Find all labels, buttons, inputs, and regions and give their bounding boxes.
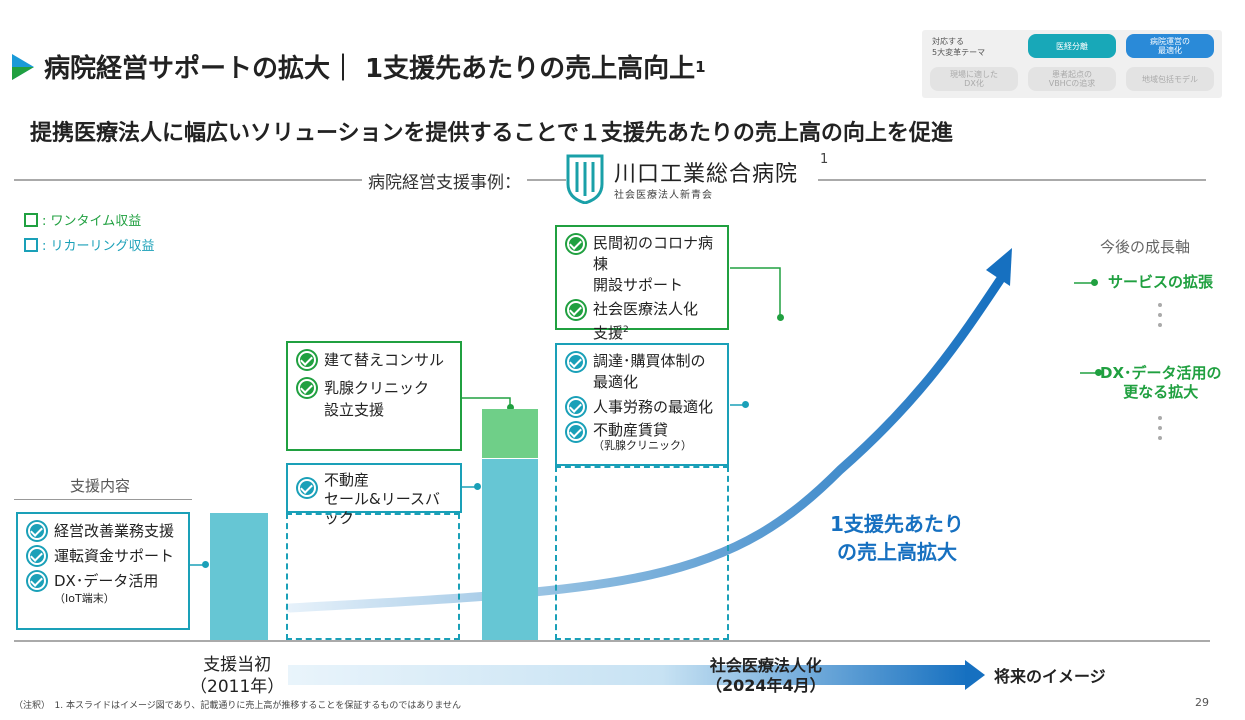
timeline-future: 将来のイメージ bbox=[994, 667, 1106, 686]
theme-pill-community: 地域包括モデル bbox=[1126, 67, 1214, 91]
check-icon bbox=[565, 421, 587, 443]
support-content-label: 支援内容 bbox=[70, 477, 131, 495]
play-triangle-icon bbox=[12, 53, 34, 80]
clinic-note: （乳腺クリニック） bbox=[593, 439, 692, 452]
recurring-dashed-box-mid bbox=[286, 513, 460, 640]
list-item: 不動産 セール&リースバック bbox=[296, 471, 452, 528]
list-item: 経営改善業務支援 bbox=[26, 520, 180, 542]
list-item: 運転資金サポート bbox=[26, 545, 180, 567]
support-divider bbox=[14, 499, 192, 500]
theme-pill-hospital-opt: 病院運営の 最適化 bbox=[1126, 34, 1214, 58]
list-item: DX･データ活用 （IoT端末） bbox=[26, 570, 180, 605]
growth-dx-expansion: DX･データ活用の 更なる拡大 bbox=[1100, 364, 1222, 401]
hospital-shield-icon bbox=[566, 154, 604, 204]
check-icon bbox=[296, 349, 318, 371]
list-item: 人事労務の最適化 bbox=[565, 396, 719, 418]
legend-recurring: : リカーリング収益 bbox=[24, 235, 155, 254]
list-item: 民間初のコロナ病棟 開設サポート bbox=[565, 233, 719, 296]
revenue-bar-2024-onetime bbox=[482, 409, 538, 458]
check-icon bbox=[565, 396, 587, 418]
list-item: 乳腺クリニック 設立支援 bbox=[296, 377, 452, 421]
hospital-logo-block: 川口工業総合病院 社会医療法人新青会 1 bbox=[566, 152, 828, 206]
connector-dot bbox=[202, 561, 209, 568]
theme-pill-vbhc: 患者起点の VBHCの追求 bbox=[1028, 67, 1116, 91]
check-icon bbox=[26, 520, 48, 542]
recurring-dashed-box-right bbox=[555, 466, 729, 640]
check-icon bbox=[565, 299, 587, 321]
list-item: 調達･購買体制の 最適化 bbox=[565, 351, 719, 393]
title-text: 病院経営サポートの拡大｜ 1支援先あたりの売上高向上 bbox=[44, 54, 696, 84]
connector-dot bbox=[777, 314, 784, 321]
timeline-2024: 社会医療法人化 （2024年4月） bbox=[706, 656, 826, 695]
initial-support-box: 経営改善業務支援 運転資金サポート DX･データ活用 （IoT端末） bbox=[16, 512, 190, 630]
hospital-sup: 1 bbox=[820, 152, 829, 167]
growth-service-expansion: サービスの拡張 bbox=[1108, 273, 1214, 291]
theme-pill-ikei-bunri: 医経分離 bbox=[1028, 34, 1116, 58]
timeline-baseline bbox=[14, 640, 1210, 642]
page-title: 病院経営サポートの拡大｜ 1支援先あたりの売上高向上 1 bbox=[12, 48, 706, 85]
hospital-subname: 社会医療法人新青会 bbox=[614, 190, 713, 201]
legend-blue-square-icon bbox=[24, 237, 38, 252]
legend-one-time: : ワンタイム収益 bbox=[24, 210, 141, 229]
iot-note: （IoT端末） bbox=[54, 592, 115, 605]
check-icon bbox=[565, 233, 587, 255]
2024-recurring-box: 調達･購買体制の 最適化 人事労務の最適化 不動産賃貸 （乳腺クリニック） bbox=[555, 343, 729, 466]
check-icon bbox=[296, 477, 318, 499]
theme-pill-dx: 現場に適した DX化 bbox=[930, 67, 1018, 91]
check-icon bbox=[565, 351, 587, 373]
mid-onetime-box: 建て替えコンサル 乳腺クリニック 設立支援 bbox=[286, 341, 462, 451]
revenue-bar-2024-recurring bbox=[482, 459, 538, 640]
timeline-start: 支援当初 （2011年） bbox=[190, 655, 285, 697]
connector-dot bbox=[1095, 369, 1102, 376]
growth-axis-label: 今後の成長軸 bbox=[1100, 238, 1191, 256]
check-icon bbox=[296, 377, 318, 399]
subtitle: 提携医療法人に幅広いソリューションを提供することで１支援先あたりの売上高の向上を… bbox=[30, 121, 953, 146]
connector-dot bbox=[1091, 279, 1098, 286]
connector-dot bbox=[742, 401, 749, 408]
2024-onetime-box: 民間初のコロナ病棟 開設サポート 社会医療法人化 支援2 bbox=[555, 225, 729, 342]
revenue-bar-initial bbox=[210, 513, 268, 640]
theme-label: 対応する 5大変革テーマ bbox=[932, 37, 986, 57]
connector-dot bbox=[507, 404, 514, 411]
mid-recurring-box: 不動産 セール&リースバック bbox=[286, 463, 462, 527]
page-number: 29 bbox=[1195, 696, 1209, 709]
list-item: 社会医療法人化 支援2 bbox=[565, 299, 719, 344]
list-item: 不動産賃貸 （乳腺クリニック） bbox=[565, 421, 719, 452]
list-item: 建て替えコンサル bbox=[296, 349, 452, 371]
footnote: （注釈） 1. 本スライドはイメージ図であり、記載通りに売上高が推移することを保… bbox=[14, 701, 462, 711]
check-icon bbox=[26, 570, 48, 592]
check-icon bbox=[26, 545, 48, 567]
case-label: 病院経営支援事例： bbox=[362, 168, 527, 193]
legend-green-square-icon bbox=[24, 212, 38, 227]
theme-panel: 対応する 5大変革テーマ 医経分離 病院運営の 最適化 現場に適した DX化 患者起… bbox=[922, 30, 1222, 98]
connector-dot bbox=[474, 483, 481, 490]
revenue-growth-text: 1支援先あたり の売上高拡大 bbox=[830, 512, 964, 564]
title-sup: 1 bbox=[695, 57, 706, 76]
hospital-name: 川口工業総合病院 bbox=[614, 162, 799, 187]
